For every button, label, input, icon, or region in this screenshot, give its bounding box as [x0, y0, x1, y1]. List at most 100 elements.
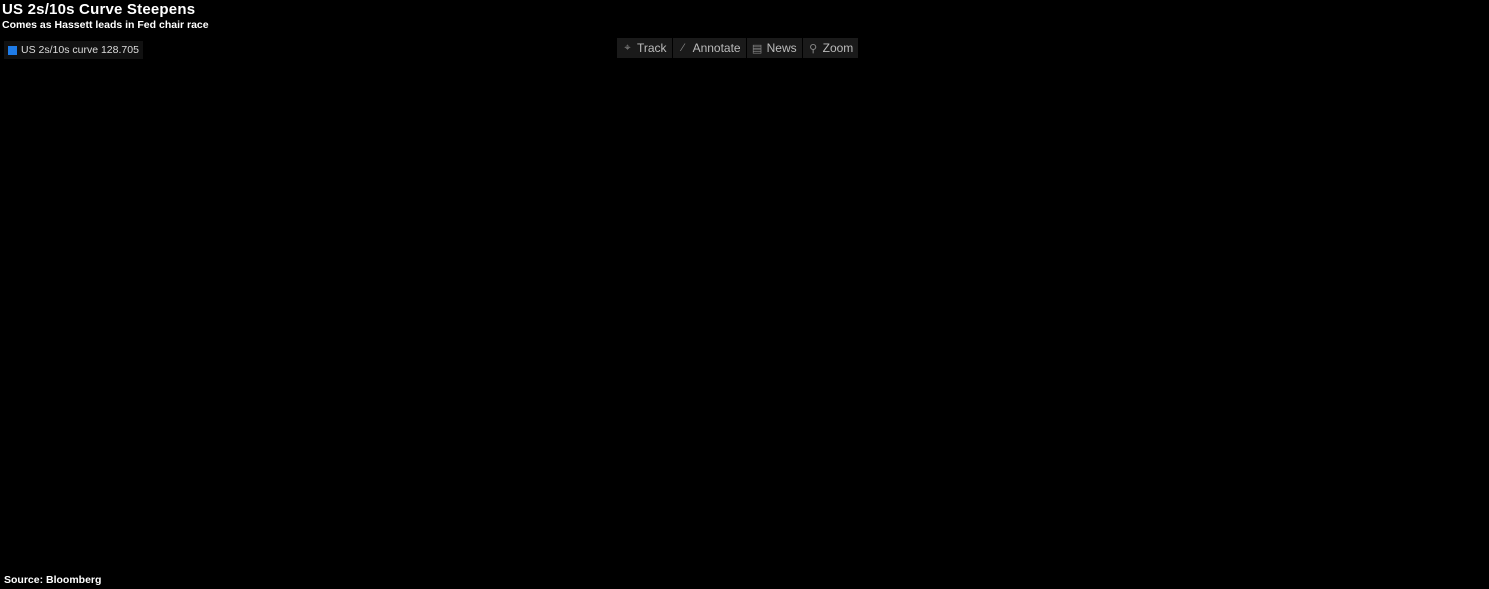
data-point: [1394, 211, 1397, 213]
data-point: [345, 262, 347, 265]
data-point: [928, 404, 930, 407]
data-point: [952, 396, 954, 398]
data-point: [12, 157, 14, 159]
data-point: [830, 401, 832, 403]
data-point: [390, 309, 392, 311]
data-point: [1403, 213, 1406, 216]
data-point: [142, 105, 145, 108]
data-point: [734, 478, 737, 480]
circle-annotation: [1399, 173, 1442, 216]
data-point: [219, 147, 221, 149]
x-month-label: Mar: [337, 549, 355, 560]
data-point: [1316, 223, 1318, 225]
data-point: [575, 425, 577, 428]
data-point: [905, 399, 908, 402]
y-tick-label: -50: [1455, 416, 1470, 427]
y-tick-label: 200: [1455, 109, 1472, 120]
data-point: [209, 147, 212, 149]
data-point: [88, 90, 91, 93]
data-point: [863, 380, 866, 382]
data-point: [361, 296, 363, 299]
data-point: [1242, 235, 1244, 238]
data-point: [198, 143, 201, 146]
data-point: [399, 296, 402, 299]
circle-annotation: [1334, 210, 1357, 233]
data-point: [637, 419, 639, 422]
data-point: [725, 489, 727, 491]
x-month-label: Sep: [764, 549, 782, 560]
x-month-label: Sep: [480, 549, 498, 560]
data-point: [317, 213, 320, 216]
data-point: [163, 132, 165, 135]
data-point: [565, 463, 568, 466]
data-point: [248, 164, 251, 167]
data-point: [1215, 235, 1218, 238]
x-month-label: Sep: [1048, 549, 1066, 560]
data-point: [258, 176, 261, 179]
data-point: [775, 441, 777, 444]
data-point: [1353, 215, 1356, 218]
track-label: Track: [637, 41, 667, 55]
data-point: [23, 149, 26, 152]
legend[interactable]: US 2s/10s curve 128.705: [4, 41, 143, 59]
data-point: [586, 431, 588, 434]
data-point: [1424, 200, 1427, 203]
data-point: [352, 278, 354, 281]
data-point: [454, 343, 457, 346]
track-button[interactable]: ⌖ Track: [617, 38, 672, 58]
x-year-label: 2023: [713, 561, 737, 573]
data-point: [132, 90, 135, 93]
data-point: [1224, 217, 1226, 219]
data-point: [715, 466, 717, 468]
chart-title: US 2s/10s Curve Steepens: [2, 1, 196, 18]
data-point: [1232, 239, 1234, 241]
data-point: [535, 419, 538, 422]
x-month-label: Jun: [978, 549, 994, 560]
data-point: [811, 368, 814, 370]
x-year-label: 2022: [429, 561, 453, 573]
data-point: [72, 78, 74, 81]
data-point: [764, 444, 766, 446]
data-point: [1180, 287, 1183, 289]
legend-label: US 2s/10s curve 128.705: [21, 44, 139, 56]
x-month-label: Dec: [835, 549, 853, 560]
x-month-label: Jun: [126, 549, 142, 560]
data-point: [1093, 318, 1095, 321]
legend-swatch: [8, 45, 17, 55]
data-point: [556, 450, 559, 452]
data-point: [270, 186, 273, 189]
annotate-button[interactable]: ⁄ Annotate: [671, 38, 746, 58]
data-point: [545, 429, 548, 431]
zoom-button[interactable]: ⚲ Zoom: [801, 38, 859, 58]
data-point: [504, 419, 507, 422]
data-point: [596, 426, 598, 429]
data-point: [435, 354, 437, 357]
data-point: [1251, 241, 1254, 244]
news-button[interactable]: ▤ News: [745, 38, 802, 58]
data-point: [1032, 370, 1034, 373]
annotate-label: Annotate: [692, 41, 741, 55]
data-point: [1114, 323, 1117, 326]
data-point: [285, 211, 288, 213]
chart-toolbar: ⌖ Track ⁄ Annotate ▤ News ⚲ Zoom: [617, 38, 859, 58]
data-point: [238, 147, 241, 149]
data-point: [631, 489, 634, 491]
data-point: [841, 402, 844, 404]
data-point: [820, 382, 822, 385]
chart-subtitle: Comes as Hassett leads in Fed chair race: [2, 19, 209, 31]
source-note: Source: Bloomberg: [4, 574, 102, 586]
data-point: [963, 404, 966, 407]
x-month-label: Mar: [53, 549, 71, 560]
data-point: [187, 142, 189, 145]
data-point: [1051, 339, 1053, 342]
data-point: [656, 413, 658, 415]
data-point: [744, 462, 747, 465]
data-point: [802, 376, 804, 379]
data-point: [1040, 358, 1043, 360]
data-point: [988, 404, 990, 407]
data-point: [79, 83, 82, 86]
data-point: [792, 394, 795, 397]
data-point: [1384, 225, 1387, 228]
data-point: [524, 409, 527, 412]
